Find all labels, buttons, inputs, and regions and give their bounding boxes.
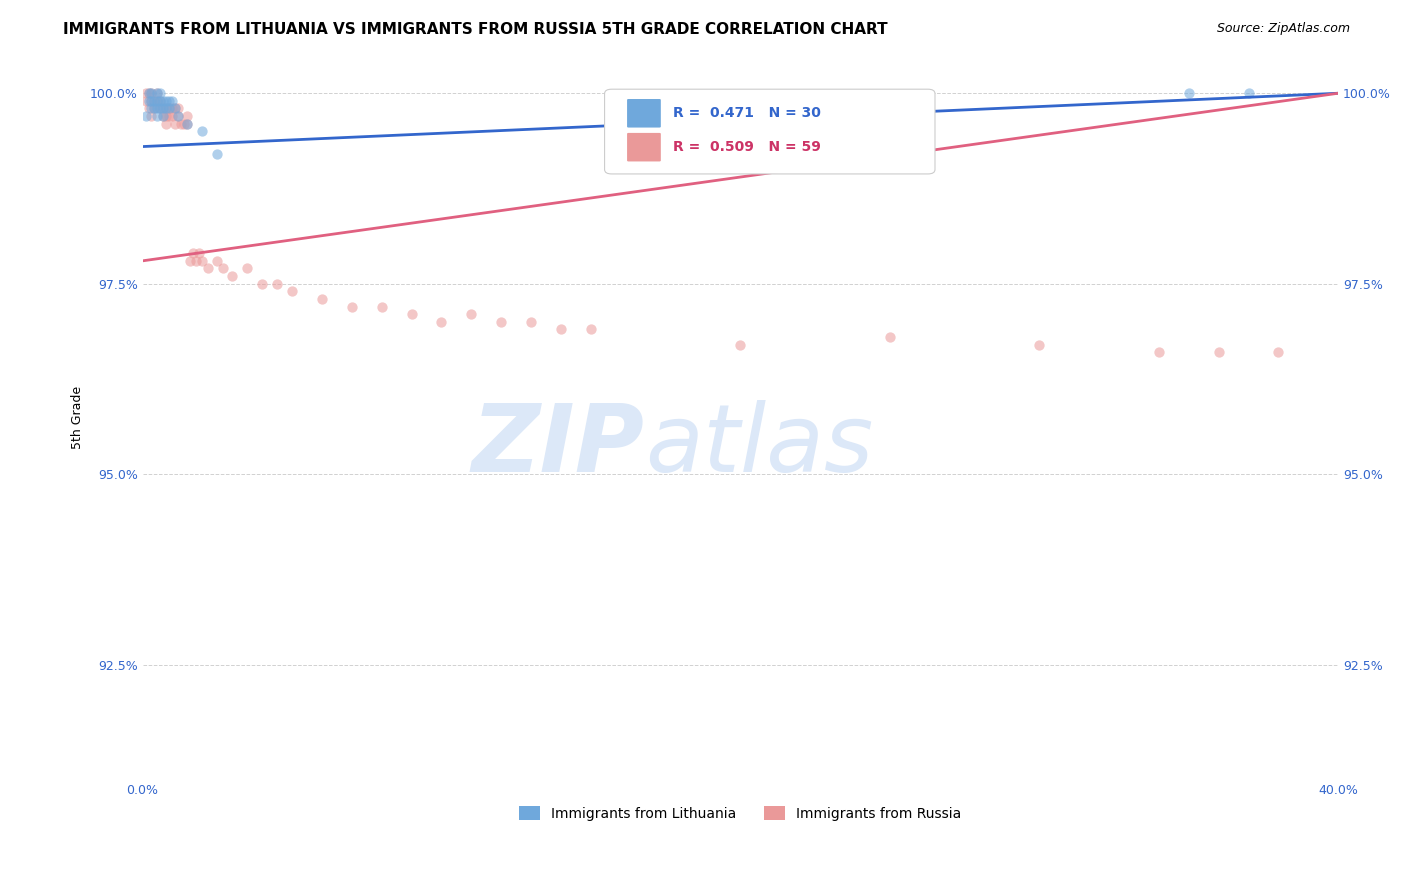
Text: R =  0.471   N = 30: R = 0.471 N = 30 <box>673 106 821 120</box>
Point <box>138 102 160 116</box>
Point <box>152 102 174 116</box>
Point <box>146 87 169 101</box>
Point <box>149 94 172 108</box>
Point <box>401 307 423 321</box>
Point <box>191 253 214 268</box>
Point <box>250 277 273 291</box>
Point <box>520 315 543 329</box>
Text: atlas: atlas <box>645 401 873 491</box>
Point <box>167 109 190 123</box>
Point <box>207 253 229 268</box>
Point <box>197 261 219 276</box>
Point <box>550 322 572 336</box>
Text: ZIP: ZIP <box>472 400 645 492</box>
Point <box>1147 345 1170 359</box>
Point <box>155 102 177 116</box>
Point <box>146 94 169 108</box>
Point <box>149 102 172 116</box>
Point <box>1028 337 1050 351</box>
Point <box>141 94 163 108</box>
Point <box>141 102 163 116</box>
Point <box>281 285 304 299</box>
Point <box>149 87 172 101</box>
Point <box>159 109 181 123</box>
Point <box>149 102 172 116</box>
Point <box>236 261 259 276</box>
Point <box>186 253 208 268</box>
Legend: Immigrants from Lithuania, Immigrants from Russia: Immigrants from Lithuania, Immigrants fr… <box>513 800 967 826</box>
Point <box>146 109 169 123</box>
Point <box>155 117 177 131</box>
Point <box>155 94 177 108</box>
Point <box>1208 345 1230 359</box>
Point <box>152 109 174 123</box>
Point <box>176 117 198 131</box>
Point <box>138 94 160 108</box>
Point <box>430 315 453 329</box>
Point <box>1178 87 1201 101</box>
Text: Source: ZipAtlas.com: Source: ZipAtlas.com <box>1216 22 1350 36</box>
Point <box>179 253 201 268</box>
Point <box>212 261 235 276</box>
Point <box>370 300 392 314</box>
Point <box>141 87 163 101</box>
Point <box>311 292 333 306</box>
Point <box>149 94 172 108</box>
Point <box>207 147 229 161</box>
Point <box>579 322 602 336</box>
Point <box>176 109 198 123</box>
Point <box>167 102 190 116</box>
Point <box>176 117 198 131</box>
Point <box>134 87 156 101</box>
Point <box>141 87 163 101</box>
Point <box>183 246 205 260</box>
Point <box>170 117 193 131</box>
Point <box>155 109 177 123</box>
Point <box>460 307 482 321</box>
Point <box>159 102 181 116</box>
Point <box>152 109 174 123</box>
Point <box>152 102 174 116</box>
Point <box>1237 87 1260 101</box>
Point <box>146 94 169 108</box>
Point <box>162 109 184 123</box>
Text: IMMIGRANTS FROM LITHUANIA VS IMMIGRANTS FROM RUSSIA 5TH GRADE CORRELATION CHART: IMMIGRANTS FROM LITHUANIA VS IMMIGRANTS … <box>63 22 889 37</box>
Point <box>173 117 195 131</box>
Point <box>155 102 177 116</box>
Point <box>143 102 166 116</box>
Point <box>143 94 166 108</box>
Point <box>1267 345 1289 359</box>
Point <box>143 94 166 108</box>
Point <box>134 109 156 123</box>
Point <box>141 94 163 108</box>
Point <box>159 94 181 108</box>
Point <box>188 246 211 260</box>
Point <box>165 117 187 131</box>
Point <box>221 269 243 284</box>
Point <box>165 102 187 116</box>
Point <box>138 87 160 101</box>
Point <box>491 315 513 329</box>
Point <box>141 109 163 123</box>
Point <box>266 277 288 291</box>
Point <box>152 94 174 108</box>
Y-axis label: 5th Grade: 5th Grade <box>72 385 84 449</box>
Point <box>162 102 184 116</box>
Point <box>167 109 190 123</box>
Point <box>162 94 184 108</box>
Point <box>730 337 752 351</box>
Text: R =  0.509   N = 59: R = 0.509 N = 59 <box>673 140 821 154</box>
Point <box>138 87 160 101</box>
Point <box>159 102 181 116</box>
Point <box>143 102 166 116</box>
Point <box>879 330 901 344</box>
Point <box>165 102 187 116</box>
Point <box>191 124 214 138</box>
Point <box>134 94 156 108</box>
Point <box>146 102 169 116</box>
Point <box>340 300 363 314</box>
Point <box>146 87 169 101</box>
